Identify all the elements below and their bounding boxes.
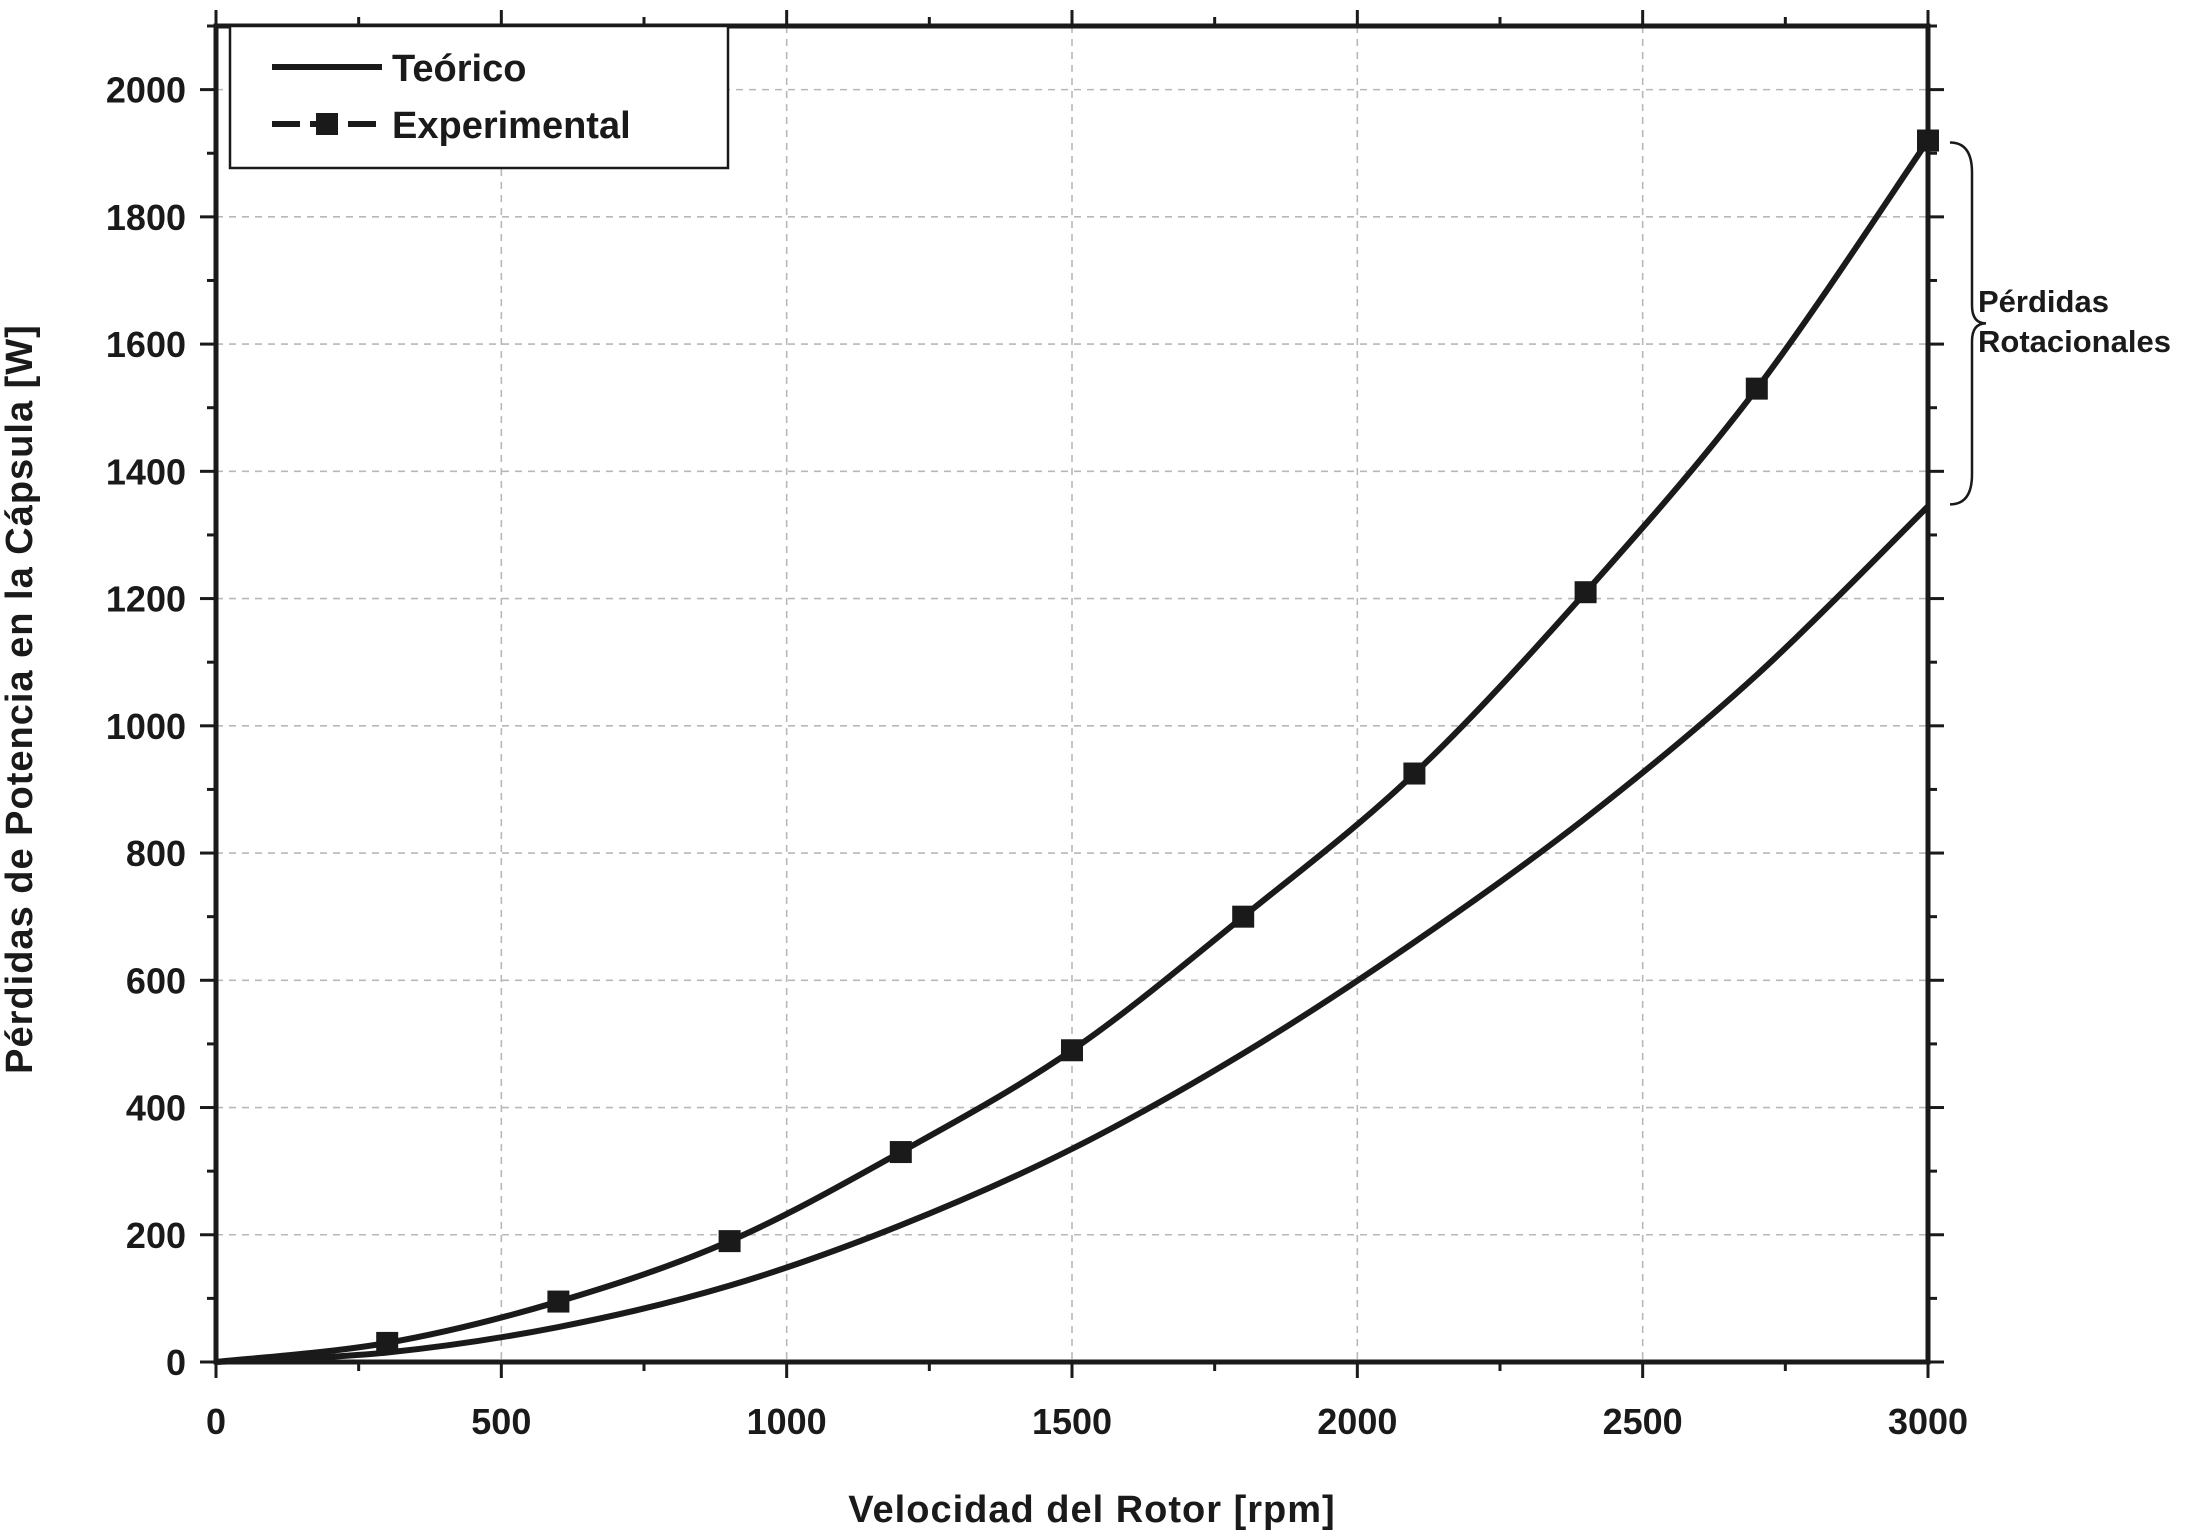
y-axis-title: Pérdidas de Potencia en la Cápsula [W] — [0, 324, 41, 1074]
x-tick-labels: 0 500 1000 1500 2000 2500 3000 — [206, 1401, 1968, 1442]
y-tick-label: 200 — [126, 1215, 186, 1256]
series-layer — [215, 129, 1939, 1365]
y-tick-label: 1600 — [106, 324, 186, 365]
y-tick-label: 600 — [126, 960, 186, 1001]
y-tick-label: 1400 — [106, 451, 186, 492]
data-point-experimental — [376, 1331, 399, 1354]
grid-lines — [216, 26, 1928, 1362]
y-tick-label: 1800 — [106, 197, 186, 238]
data-point-experimental — [1574, 581, 1597, 604]
x-tick-label: 2000 — [1317, 1401, 1397, 1442]
y-tick-label: 2000 — [106, 70, 186, 111]
data-point-experimental — [889, 1141, 912, 1164]
legend-label-teorico: Teórico — [392, 48, 526, 90]
series-line-teorico — [215, 504, 1931, 1365]
annotation-text-line-2: Rotacionales — [1978, 324, 2171, 359]
plot-frame — [213, 23, 1931, 1365]
y-tick-label: 400 — [126, 1088, 186, 1129]
data-point-experimental — [1403, 762, 1426, 785]
annotation-text-line-1: Pérdidas — [1978, 284, 2109, 319]
rotational-losses-annotation: Pérdidas Rotacionales — [1949, 141, 2171, 506]
data-point-experimental — [1745, 377, 1768, 400]
data-point-experimental — [1232, 905, 1255, 928]
data-point-experimental — [718, 1230, 741, 1253]
legend-marker-experimental — [316, 113, 338, 135]
x-axis-title: Velocidad del Rotor [rpm] — [848, 1489, 1335, 1531]
brace-icon — [1949, 141, 1987, 506]
x-tick-label: 2500 — [1603, 1401, 1683, 1442]
x-tick-label: 500 — [471, 1401, 531, 1442]
x-tick-label: 1500 — [1032, 1401, 1112, 1442]
x-tick-label: 0 — [206, 1401, 226, 1442]
data-point-experimental — [1061, 1039, 1083, 1062]
x-tick-label: 3000 — [1888, 1401, 1968, 1442]
y-tick-label: 0 — [166, 1342, 186, 1383]
legend-box — [228, 24, 730, 170]
y-tick-labels: 0 200 400 600 800 1000 1200 1400 1600 1800 2000 — [106, 70, 186, 1383]
legend-label-experimental: Experimental — [392, 105, 631, 147]
y-tick-label: 1000 — [106, 706, 186, 747]
y-tick-label: 800 — [126, 833, 186, 874]
y-tick-label: 1200 — [106, 579, 186, 620]
series-line-experimental — [215, 138, 1931, 1365]
x-tick-label: 1000 — [747, 1401, 827, 1442]
data-point-experimental — [547, 1290, 570, 1313]
legend: Teórico Experimental — [228, 24, 730, 170]
